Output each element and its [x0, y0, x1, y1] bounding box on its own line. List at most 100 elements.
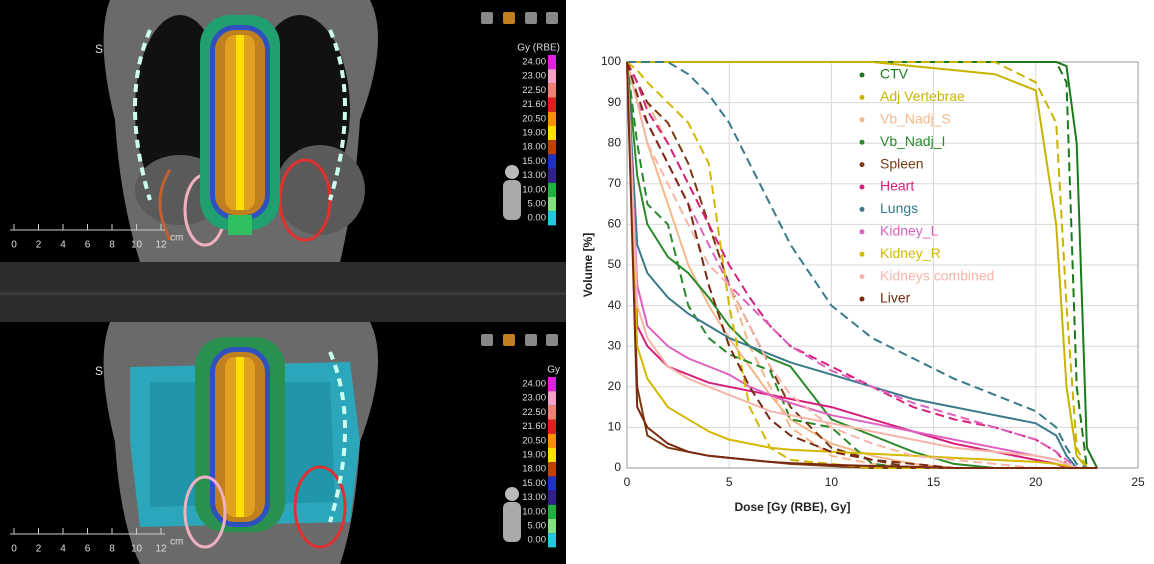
legend-marker	[860, 140, 865, 145]
scale-label: 5.00	[528, 521, 547, 532]
legend-marker	[860, 162, 865, 167]
scale-label: 21.60	[522, 421, 546, 432]
scale-swatch	[548, 476, 556, 490]
scale-swatch	[548, 462, 556, 476]
ruler-label: 12	[155, 240, 167, 251]
ruler-label: 12	[155, 544, 167, 555]
toolbar-icon[interactable]	[481, 334, 493, 346]
legend-label: Vb_Nadj_I	[880, 133, 945, 149]
scale-swatch	[548, 126, 556, 140]
y-tick-label: 60	[608, 217, 622, 231]
ruler-label: 8	[109, 544, 115, 555]
ruler-label: 10	[131, 544, 143, 555]
orientation-label: S	[95, 364, 103, 378]
ruler-unit: cm	[170, 537, 183, 548]
ruler-label: 6	[85, 240, 91, 251]
legend-marker	[860, 95, 865, 100]
y-axis-label: Volume [%]	[581, 233, 595, 297]
toolbar-icon[interactable]	[546, 334, 558, 346]
ruler-label: 2	[36, 544, 42, 555]
scale-swatch	[548, 140, 556, 154]
x-tick-label: 5	[726, 475, 733, 489]
patient-icon	[505, 487, 519, 501]
scale-label: 24.00	[522, 379, 546, 390]
scale-swatch	[548, 183, 556, 197]
x-axis-label: Dose [Gy (RBE), Gy]	[734, 500, 850, 514]
scale-swatch	[548, 434, 556, 448]
toolbar-icon[interactable]	[546, 12, 558, 24]
scale-unit: Gy	[547, 365, 560, 376]
legend-marker	[860, 73, 865, 78]
scale-swatch	[548, 377, 556, 391]
legend-label: Kidney_L	[880, 223, 939, 239]
scale-unit: Gy (RBE)	[517, 43, 560, 54]
scale-label: 0.00	[528, 535, 547, 546]
scale-label: 20.50	[522, 435, 546, 446]
scale-swatch	[548, 491, 556, 505]
scale-swatch	[548, 197, 556, 211]
scale-label: 22.50	[522, 407, 546, 418]
y-tick-label: 20	[608, 379, 622, 393]
scale-swatch	[548, 505, 556, 519]
ruler-label: 0	[11, 240, 17, 251]
scale-swatch	[548, 211, 556, 225]
patient-icon	[503, 502, 521, 542]
scale-label: 24.00	[522, 57, 546, 68]
ct-image	[0, 0, 566, 262]
legend-marker	[860, 274, 865, 279]
scale-swatch	[548, 98, 556, 112]
scale-label: 20.50	[522, 113, 546, 124]
scale-label: 23.00	[522, 393, 546, 404]
x-tick-label: 10	[825, 475, 839, 489]
legend-marker	[860, 229, 865, 234]
toolbar-icon[interactable]	[481, 12, 493, 24]
scale-swatch	[548, 55, 556, 69]
ruler-label: 0	[11, 544, 17, 555]
scale-label: 22.50	[522, 85, 546, 96]
legend-label: Liver	[880, 290, 911, 306]
ct-viewer: SRGy24.0023.0022.5021.6020.5019.0018.001…	[0, 322, 566, 564]
legend-marker	[860, 252, 865, 257]
scale-swatch	[548, 83, 556, 97]
scale-label: 15.00	[522, 478, 546, 489]
toolbar-icon[interactable]	[503, 334, 515, 346]
y-tick-label: 80	[608, 135, 622, 149]
legend-label: Kidney_R	[880, 245, 941, 261]
ruler-label: 10	[131, 240, 143, 251]
scale-swatch	[548, 420, 556, 434]
y-tick-label: 10	[608, 420, 622, 434]
scale-label: 15.00	[522, 156, 546, 167]
scale-label: 10.00	[522, 506, 546, 517]
x-tick-label: 20	[1029, 475, 1043, 489]
legend-label: Heart	[880, 178, 914, 194]
x-tick-label: 0	[624, 475, 631, 489]
scale-label: 10.00	[522, 184, 546, 195]
scale-label: 21.60	[522, 99, 546, 110]
scale-label: 23.00	[522, 71, 546, 82]
y-tick-label: 90	[608, 95, 622, 109]
y-tick-label: 100	[601, 54, 621, 68]
toolbar-icon[interactable]	[525, 12, 537, 24]
ct-viewer: SRGy (RBE)24.0023.0022.5021.6020.5019.00…	[0, 0, 566, 262]
toolbar-icon[interactable]	[525, 334, 537, 346]
scale-swatch	[548, 533, 556, 547]
separator-line	[0, 292, 566, 295]
toolbar-icon[interactable]	[503, 12, 515, 24]
scale-label: 19.00	[522, 128, 546, 139]
ruler-label: 4	[60, 240, 66, 251]
y-tick-label: 0	[614, 460, 621, 474]
legend-marker	[860, 185, 865, 190]
scale-swatch	[548, 169, 556, 183]
y-tick-label: 70	[608, 176, 622, 190]
scale-swatch	[548, 519, 556, 533]
patient-icon	[503, 180, 521, 220]
legend-marker	[860, 207, 865, 212]
x-tick-label: 15	[927, 475, 941, 489]
legend-label: Kidneys combined	[880, 267, 994, 283]
ruler-label: 6	[85, 544, 91, 555]
scale-swatch	[548, 112, 556, 126]
ruler-unit: cm	[170, 233, 183, 244]
legend-label: Spleen	[880, 155, 924, 171]
scale-swatch	[548, 391, 556, 405]
figure: SRGy (RBE)24.0023.0022.5021.6020.5019.00…	[0, 0, 1154, 564]
